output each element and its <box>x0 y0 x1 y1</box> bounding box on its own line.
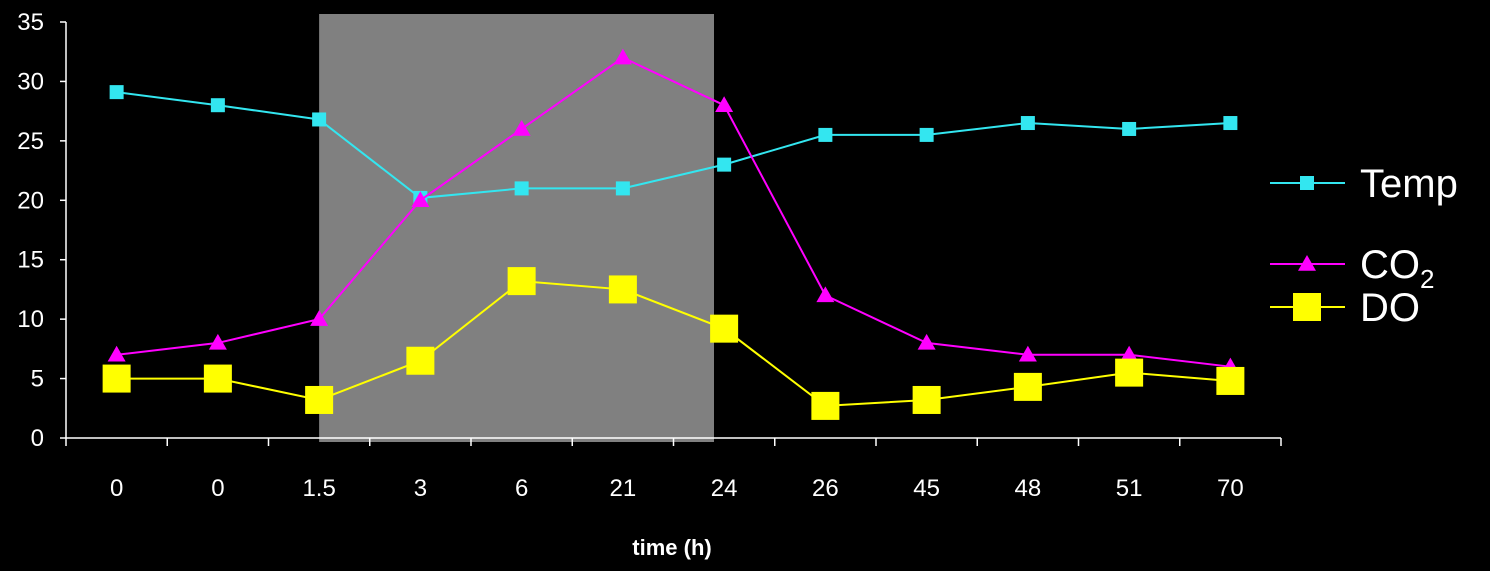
legend-marker-temp <box>1300 176 1314 190</box>
data-point-co2 <box>310 310 329 326</box>
x-tick-label: 24 <box>711 475 738 502</box>
data-point-do <box>811 391 840 420</box>
data-point-temp <box>717 157 732 172</box>
data-point-do <box>305 385 334 414</box>
y-tick-label: 10 <box>17 306 44 333</box>
data-point-temp <box>1122 121 1137 136</box>
x-tick-label: 6 <box>515 475 528 502</box>
data-point-temp <box>615 181 630 196</box>
x-tick-label: 26 <box>812 475 839 502</box>
y-tick-label: 20 <box>17 187 44 214</box>
x-tick-label: 0 <box>211 475 224 502</box>
data-point-do <box>608 275 637 304</box>
legend-label-co2: CO2 <box>1360 243 1434 294</box>
y-tick-label: 0 <box>31 425 44 452</box>
data-point-temp <box>1020 116 1035 131</box>
legend-label-do: DO <box>1360 286 1420 330</box>
data-point-do <box>406 346 435 375</box>
series-do <box>102 267 1245 420</box>
x-tick-label: 70 <box>1217 475 1244 502</box>
x-tick-label: 0 <box>110 475 123 502</box>
x-tick-label: 51 <box>1116 475 1143 502</box>
data-point-temp <box>919 127 934 142</box>
data-point-do <box>710 314 739 343</box>
y-tick-label: 15 <box>17 247 44 274</box>
legend-marker-do <box>1293 293 1321 321</box>
legend-item-co2: CO2 <box>1270 243 1434 294</box>
data-point-do <box>507 267 536 296</box>
data-point-co2 <box>613 48 632 65</box>
data-point-temp <box>1223 116 1238 131</box>
data-point-co2 <box>1120 345 1139 362</box>
y-tick-label: 25 <box>17 128 44 155</box>
data-point-do <box>912 385 941 414</box>
data-point-do <box>1115 358 1144 387</box>
data-point-co2 <box>715 96 734 112</box>
data-point-do <box>102 364 131 393</box>
x-tick-label: 1.5 <box>302 475 335 502</box>
y-tick-label: 35 <box>17 9 44 36</box>
series-line-co2 <box>116 56 1231 368</box>
series-temp <box>109 85 1238 205</box>
data-point-do <box>1216 366 1245 395</box>
y-tick-label: 30 <box>17 68 44 95</box>
series-line-do <box>116 280 1231 407</box>
data-point-temp <box>514 181 529 196</box>
data-point-co2 <box>411 191 430 208</box>
data-point-co2 <box>512 119 531 136</box>
data-point-temp <box>818 127 833 142</box>
legend-item-do: DO <box>1270 286 1420 330</box>
data-point-temp <box>109 85 124 100</box>
data-point-temp <box>210 98 225 113</box>
x-tick-label: 48 <box>1015 475 1042 502</box>
data-point-co2 <box>917 333 936 350</box>
data-point-co2 <box>816 286 835 303</box>
data-point-temp <box>312 112 327 127</box>
data-point-do <box>203 364 232 393</box>
legend-marker-co2 <box>1298 255 1316 271</box>
data-point-co2 <box>208 333 227 350</box>
x-tick-label: 21 <box>610 475 637 502</box>
data-point-do <box>1013 372 1042 401</box>
series-line-temp <box>116 91 1231 199</box>
y-tick-label: 5 <box>31 366 44 393</box>
data-point-co2 <box>1018 345 1037 362</box>
x-axis-title: time (h) <box>632 535 711 560</box>
legend-label-temp: Temp <box>1360 162 1458 206</box>
x-tick-label: 3 <box>414 475 427 502</box>
x-tick-label: 45 <box>913 475 940 502</box>
legend-item-temp: Temp <box>1270 162 1458 206</box>
highlight-band <box>319 14 714 442</box>
data-point-co2 <box>107 345 126 362</box>
